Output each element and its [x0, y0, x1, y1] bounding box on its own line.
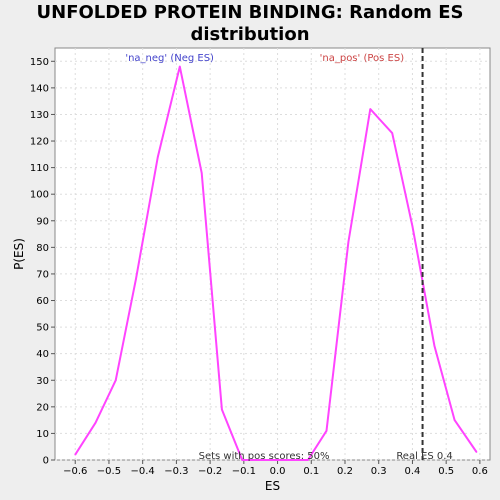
- es-data-point: [114, 379, 117, 382]
- neg-es-annotation: 'na_neg' (Neg ES): [125, 53, 214, 64]
- es-data-point: [325, 429, 328, 432]
- es-data-point: [178, 65, 181, 68]
- x-tick-label: 0.4: [404, 466, 420, 477]
- es-data-point: [135, 278, 137, 281]
- es-data-point: [453, 419, 456, 421]
- y-tick-label: 30: [36, 376, 49, 387]
- es-data-point: [263, 459, 265, 461]
- sets-pos-scores-annotation: Sets with pos scores: 50%: [199, 451, 330, 462]
- es-data-point: [157, 156, 159, 158]
- y-axis-label: P(ES): [12, 238, 26, 270]
- grid-layer: [55, 48, 490, 461]
- es-data-point: [221, 408, 223, 411]
- y-tick-label: 20: [36, 402, 49, 413]
- es-data-point: [241, 459, 243, 461]
- y-tick-label: 60: [36, 296, 49, 307]
- y-tick-label: 10: [36, 429, 49, 440]
- es-data-point: [347, 241, 350, 243]
- chart-title: UNFOLDED PROTEIN BINDING: Random ES dist…: [0, 2, 500, 46]
- es-distribution-line: [74, 65, 478, 461]
- y-tick-label: 150: [30, 57, 49, 68]
- y-tick-label: 70: [36, 269, 49, 280]
- chart-title-line2: distribution: [190, 24, 310, 45]
- es-data-point: [391, 132, 394, 134]
- y-tick-label: 50: [36, 323, 49, 334]
- es-data-point: [74, 453, 77, 456]
- es-data-point: [475, 451, 478, 453]
- x-axis-label: ES: [265, 479, 280, 493]
- chart-title-line1: UNFOLDED PROTEIN BINDING: Random ES: [36, 2, 464, 23]
- x-tick-label: 0.3: [371, 466, 387, 477]
- pos-es-annotation: 'na_pos' (Pos ES): [320, 53, 405, 64]
- real-es-label: Real ES 0.4: [396, 451, 452, 462]
- series-layer: [74, 65, 478, 461]
- x-tick-label: −0.1: [232, 466, 256, 477]
- y-tick-label: 80: [36, 243, 49, 254]
- es-data-point: [307, 459, 309, 461]
- y-tick-label: 110: [30, 163, 49, 174]
- y-tick-label: 120: [30, 137, 49, 148]
- x-tick-label: 0.5: [438, 466, 454, 477]
- axis-layer: 0 10 20 30 40 50 60 70 80 90 100 110 120 130 140 150 −0.…: [30, 57, 488, 477]
- x-tick-label: 0.6: [472, 466, 488, 477]
- y-tick-label: 130: [30, 110, 49, 121]
- y-tick-label: 90: [36, 216, 49, 227]
- y-tick-label: 40: [36, 349, 49, 360]
- x-tick-label: 0.0: [270, 466, 286, 477]
- y-tick-label: 0: [43, 456, 49, 467]
- es-data-point: [94, 421, 97, 424]
- es-data-point: [285, 459, 287, 461]
- x-tick-label: −0.6: [63, 466, 87, 477]
- x-tick-label: 0.2: [337, 466, 353, 477]
- es-data-point: [411, 225, 414, 227]
- y-tick-label: 100: [30, 190, 49, 201]
- x-tick-label: −0.5: [97, 466, 121, 477]
- es-data-point: [369, 108, 372, 110]
- x-tick-label: −0.2: [198, 466, 222, 477]
- es-data-point: [433, 344, 436, 347]
- x-tick-label: 0.1: [303, 466, 319, 477]
- plot-area: [54, 47, 491, 461]
- x-tick-label: −0.4: [131, 466, 155, 477]
- x-tick-label: −0.3: [164, 466, 188, 477]
- y-tick-label: 140: [30, 83, 49, 94]
- es-data-point: [200, 172, 203, 174]
